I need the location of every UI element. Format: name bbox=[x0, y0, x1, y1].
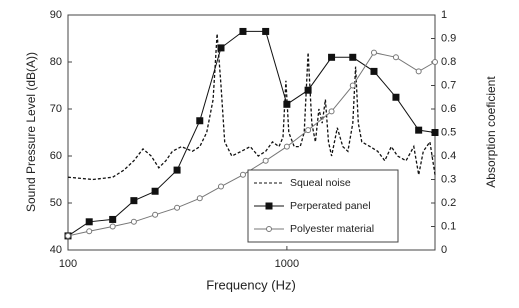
data-point bbox=[328, 53, 336, 61]
x-tick-label: 100 bbox=[59, 258, 77, 270]
data-point bbox=[415, 126, 423, 134]
data-point bbox=[432, 59, 438, 65]
y2-tick-label: 0.5 bbox=[441, 126, 456, 138]
legend-label: Perperated panel bbox=[290, 200, 371, 212]
data-point bbox=[86, 228, 93, 235]
y2-tick-label: 0.3 bbox=[441, 173, 456, 185]
data-point bbox=[130, 197, 138, 205]
data-point bbox=[152, 211, 159, 218]
x-axis-label: Frequency (Hz) bbox=[206, 277, 296, 292]
y2-tick-label: 0.9 bbox=[441, 32, 456, 44]
data-point bbox=[239, 27, 247, 35]
data-point bbox=[262, 27, 270, 35]
y2-tick-label: 1 bbox=[441, 9, 447, 21]
data-point bbox=[283, 143, 290, 150]
y-tick-label: 80 bbox=[50, 56, 62, 68]
data-point bbox=[392, 54, 399, 61]
data-point bbox=[65, 232, 71, 239]
data-point bbox=[174, 204, 181, 211]
series-line bbox=[67, 30, 436, 237]
data-point bbox=[262, 157, 269, 164]
data-point bbox=[85, 218, 93, 226]
y2-tick-label: 0.6 bbox=[441, 103, 456, 115]
y-tick-label: 40 bbox=[50, 244, 62, 256]
legend-marker bbox=[266, 226, 272, 232]
data-point bbox=[370, 67, 378, 75]
y-tick-label: 70 bbox=[50, 103, 62, 115]
data-point bbox=[349, 82, 356, 89]
y-tick-label: 60 bbox=[50, 150, 62, 162]
data-point bbox=[415, 68, 422, 75]
data-point bbox=[217, 44, 225, 52]
series-line bbox=[67, 33, 436, 181]
data-point bbox=[217, 183, 224, 190]
data-point bbox=[370, 49, 377, 56]
data-point bbox=[151, 187, 159, 195]
y2-tick-label: 0.8 bbox=[441, 56, 456, 68]
y2-tick-label: 0.4 bbox=[441, 150, 456, 162]
data-point bbox=[173, 166, 181, 174]
data-point bbox=[305, 127, 312, 134]
data-point bbox=[196, 117, 204, 125]
y2-tick-label: 0.7 bbox=[441, 79, 456, 91]
y2-axis-label: Absorption coeficient bbox=[484, 76, 498, 188]
legend-label: Squeal noise bbox=[290, 177, 351, 189]
data-point bbox=[349, 53, 357, 61]
data-point bbox=[431, 129, 439, 136]
data-point bbox=[392, 93, 400, 101]
data-point bbox=[109, 215, 117, 223]
data-point bbox=[283, 100, 291, 108]
data-point bbox=[109, 223, 116, 230]
y-tick-label: 90 bbox=[50, 9, 62, 21]
data-point bbox=[196, 195, 203, 202]
y2-tick-label: 0.1 bbox=[441, 220, 456, 232]
y2-tick-label: 0.2 bbox=[441, 197, 456, 209]
data-point bbox=[328, 108, 335, 115]
y2-tick-label: 0 bbox=[441, 244, 447, 256]
x-tick-label: 1000 bbox=[275, 258, 299, 270]
y-tick-label: 50 bbox=[50, 197, 62, 209]
series-line bbox=[67, 52, 436, 237]
legend-label: Polyester material bbox=[290, 223, 374, 235]
data-point bbox=[239, 171, 246, 178]
y-axis-label: Sound Pressure Level (dB(A)) bbox=[24, 52, 38, 212]
data-point bbox=[304, 86, 312, 94]
legend-marker bbox=[265, 202, 273, 210]
data-point bbox=[130, 218, 137, 225]
